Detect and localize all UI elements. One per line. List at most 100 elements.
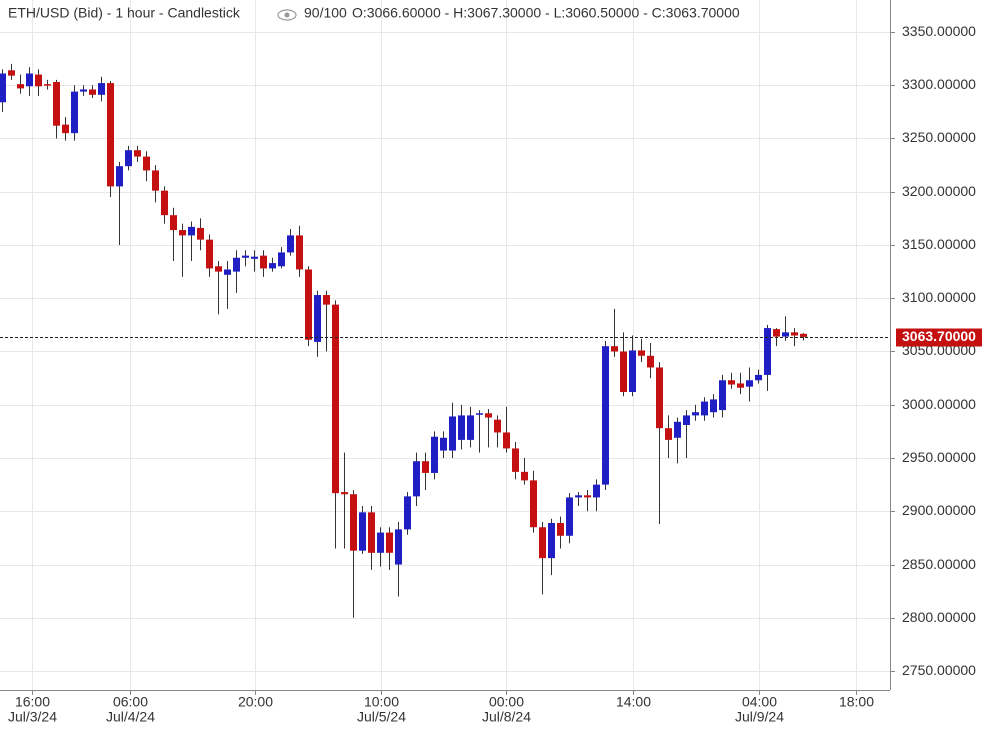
candle-body — [566, 497, 573, 536]
chart-title: ETH/USD (Bid) - 1 hour - Candlestick — [8, 5, 241, 21]
candle-body — [557, 522, 564, 536]
candle-body — [575, 495, 582, 498]
x-tick-label: 00:00 — [489, 694, 524, 710]
candle-body — [413, 461, 420, 497]
candle-body — [503, 432, 510, 449]
candle-body — [629, 350, 636, 392]
candle-body — [548, 522, 555, 559]
candle-body — [26, 73, 33, 87]
ohlc-text: O:3066.60000 - H:3067.30000 - L:3060.500… — [352, 5, 740, 21]
x-tick-label: 04:00 — [742, 694, 777, 710]
candle-body — [674, 421, 681, 438]
candle-body — [251, 256, 258, 259]
eye-icon — [277, 9, 297, 21]
y-tick-label: 2950.00000 — [902, 449, 976, 465]
candle-body — [278, 252, 285, 267]
candle-body — [530, 480, 537, 528]
candle-body — [611, 346, 618, 352]
x-tick-date: Jul/3/24 — [8, 709, 57, 725]
candle-body — [692, 412, 699, 416]
candle-body — [404, 496, 411, 530]
candle-body — [782, 332, 789, 337]
candle-body — [350, 494, 357, 551]
x-tick-date: Jul/8/24 — [482, 709, 531, 725]
candle-body — [323, 295, 330, 305]
candle-body — [80, 89, 87, 92]
bar-count: 90/100 — [304, 5, 347, 21]
candle-body — [422, 461, 429, 473]
candle-body — [368, 512, 375, 553]
candle-body — [431, 436, 438, 473]
candle-body — [386, 532, 393, 553]
candle-body — [512, 448, 519, 472]
candle-body — [44, 84, 51, 86]
candle-body — [395, 529, 402, 565]
candle-body — [602, 346, 609, 485]
last-price-label: 3063.70000 — [902, 328, 976, 344]
x-tick-label: 06:00 — [113, 694, 148, 710]
candle-body — [764, 328, 771, 375]
candle-body — [683, 415, 690, 425]
candle-body — [701, 401, 708, 416]
candle-body — [593, 484, 600, 498]
candle-body — [665, 428, 672, 440]
last-price-box — [896, 328, 982, 347]
candle-body — [728, 380, 735, 385]
candle-body — [737, 383, 744, 388]
x-tick-label: 20:00 — [238, 694, 273, 710]
candle-body — [476, 413, 483, 415]
candle-body — [53, 82, 60, 126]
x-tick-label: 16:00 — [15, 694, 50, 710]
candle-body — [332, 304, 339, 494]
x-tick-date: Jul/4/24 — [106, 709, 155, 725]
candle-body — [62, 124, 69, 134]
y-tick-label: 2750.00000 — [902, 662, 976, 678]
candle-body — [233, 257, 240, 272]
candle-body — [773, 329, 780, 337]
candle-body — [494, 419, 501, 433]
candle-body — [521, 471, 528, 481]
candle-body — [377, 532, 384, 553]
candle-body — [0, 73, 6, 103]
candle-body — [584, 495, 591, 498]
candle-body — [116, 166, 123, 187]
x-tick-date: Jul/9/24 — [735, 709, 784, 725]
x-tick-label: 14:00 — [616, 694, 651, 710]
candle-body — [206, 239, 213, 269]
y-tick-label: 3200.00000 — [902, 183, 976, 199]
candle-body — [449, 416, 456, 451]
y-tick-label: 2850.00000 — [902, 556, 976, 572]
candle-body — [485, 413, 492, 418]
candle-body — [71, 91, 78, 134]
candle-body — [161, 190, 168, 216]
candle-body — [143, 156, 150, 171]
candle-body — [17, 84, 24, 89]
candle-body — [125, 150, 132, 167]
candle-body — [440, 437, 447, 451]
candles — [0, 63, 807, 618]
grid — [0, 0, 890, 690]
candle-body — [638, 350, 645, 356]
candle-body — [215, 266, 222, 272]
x-tick-label: 10:00 — [364, 694, 399, 710]
candle-body — [269, 263, 276, 269]
candle-body — [224, 269, 231, 275]
candle-body — [458, 415, 465, 440]
candle-body — [260, 255, 267, 269]
x-tick-date: Jul/5/24 — [357, 709, 406, 725]
y-tick-label: 3150.00000 — [902, 236, 976, 252]
candle-body — [197, 227, 204, 240]
candle-body — [656, 367, 663, 429]
candle-body — [179, 230, 186, 236]
candle-body — [296, 235, 303, 270]
candle-body — [188, 226, 195, 236]
candle-body — [107, 83, 114, 187]
y-tick-label: 3100.00000 — [902, 289, 976, 305]
candle-body — [359, 512, 366, 551]
candle-body — [710, 399, 717, 413]
x-tick-label: 18:00 — [839, 694, 874, 710]
candle-body — [755, 374, 762, 381]
candle-body — [287, 235, 294, 253]
